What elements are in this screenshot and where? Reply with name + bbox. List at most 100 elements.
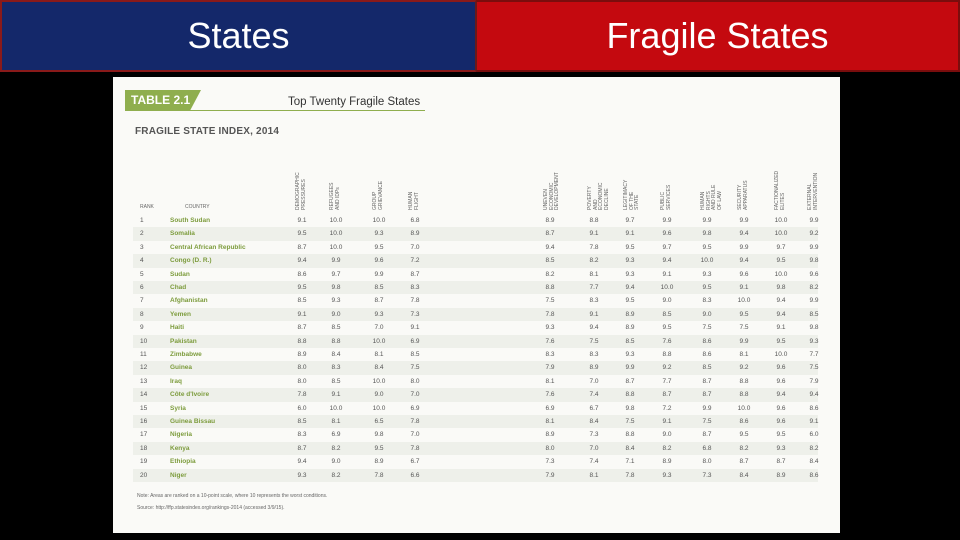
score-cell: 10.0 [329, 230, 343, 238]
rank-cell: 6 [140, 284, 144, 291]
table-note: Note: Areas are ranked on a 10-point sca… [137, 493, 328, 499]
score-cell: 9.9 [374, 270, 384, 278]
score-cell: 10.0 [660, 284, 674, 291]
score-cell: 10.0 [774, 270, 788, 278]
rank-cell: 14 [140, 391, 148, 399]
country-cell: Sudan [170, 270, 190, 278]
table-row: 16 Guinea Bissau 8.5 8.1 6.5 7.8 8.1 8.4 7.5 9.1 7… [133, 415, 819, 429]
table-row: 9 Haiti 8.7 8.5 7.0 9.1 9.3 9.4 8.9 9.5 7.5 7.5 9.1 9… [133, 321, 819, 334]
score-cell: 8.5 [410, 351, 420, 358]
score-cell: 9.4 [297, 458, 307, 466]
score-cell: 7.1 [625, 458, 635, 466]
score-cell: 9.3 [374, 310, 384, 318]
table-row: 17 Nigeria 8.3 6.9 9.8 7.0 8.9 7.3 8.8 9.0 8.7 9.5 9… [133, 428, 819, 441]
score-cell: 7.8 [297, 391, 307, 399]
column-header: REFUGEES AND IDPs [329, 182, 341, 210]
title-divider [125, 110, 425, 111]
score-cell: 9.3 [702, 270, 712, 278]
score-cell: 6.9 [331, 431, 341, 439]
rank-cell: 17 [140, 431, 148, 439]
score-cell: 9.9 [331, 257, 341, 265]
score-cell: 10.0 [372, 404, 386, 412]
header-left-title: States [187, 15, 290, 56]
score-cell: 9.7 [662, 243, 672, 251]
rank-header: RANK [140, 204, 154, 210]
score-cell: 9.6 [776, 377, 786, 385]
score-cell: 8.9 [545, 217, 555, 224]
score-cell: 9.0 [374, 391, 384, 399]
score-cell: 8.4 [589, 418, 599, 425]
rank-cell: 16 [140, 418, 148, 425]
score-cell: 9.1 [410, 324, 420, 332]
country-cell: Zimbabwe [170, 351, 202, 358]
country-cell: Nigeria [170, 431, 193, 439]
score-cell: 8.1 [545, 377, 555, 385]
score-cell: 10.0 [329, 404, 343, 412]
score-cell: 9.8 [776, 284, 786, 291]
score-cell: 8.1 [374, 351, 384, 358]
score-cell: 8.2 [545, 270, 555, 278]
score-cell: 8.4 [739, 471, 749, 479]
column-header: POVERTY AND ECONOMIC DECLINE [587, 182, 610, 211]
score-cell: 7.0 [374, 324, 384, 332]
score-cell: 9.5 [776, 431, 786, 439]
score-cell: 9.5 [374, 444, 384, 452]
score-cell: 8.5 [331, 377, 341, 385]
score-cell: 8.7 [297, 324, 307, 332]
score-cell: 8.7 [374, 297, 384, 305]
score-cell: 7.8 [374, 471, 384, 479]
score-cell: 7.5 [625, 418, 635, 425]
score-cell: 8.2 [809, 284, 819, 291]
score-cell: 9.3 [625, 351, 635, 358]
score-cell: 6.7 [410, 458, 420, 466]
score-cell: 7.3 [702, 471, 712, 479]
score-cell: 9.4 [625, 284, 635, 291]
score-cell: 8.9 [662, 458, 672, 466]
score-cell: 8.3 [331, 364, 341, 372]
score-cell: 8.5 [625, 337, 635, 345]
score-cell: 10.0 [329, 243, 343, 251]
score-cell: 8.9 [625, 310, 635, 318]
score-cell: 8.8 [739, 391, 749, 399]
table-row: 18 Kenya 8.7 8.2 9.5 7.8 8.0 7.0 8.4 8.2 6.8 8.2 9.3… [133, 441, 819, 456]
score-cell: 7.5 [545, 297, 555, 305]
score-cell: 7.6 [662, 337, 672, 345]
table-row: 6 Chad 9.5 9.8 8.5 8.3 8.8 7.7 9.4 10.0 9.5 9.1 9.8 8… [133, 281, 819, 295]
score-cell: 8.1 [589, 270, 599, 278]
country-cell: Kenya [170, 444, 190, 452]
country-cell: Ethiopia [170, 458, 196, 466]
score-cell: 6.9 [545, 404, 555, 412]
rank-cell: 8 [140, 310, 144, 318]
score-cell: 8.6 [739, 418, 749, 425]
country-cell: Congo (D. R.) [170, 257, 212, 265]
table-row: 8 Yemen 9.1 9.0 9.3 7.3 7.8 9.1 8.9 8.5 9.0 9.5 9.4 8… [133, 307, 819, 322]
score-cell: 9.3 [776, 444, 786, 452]
score-cell: 7.6 [545, 391, 555, 399]
score-cell: 9.9 [809, 297, 819, 305]
score-cell: 9.2 [809, 230, 819, 238]
score-cell: 8.9 [374, 458, 384, 466]
score-cell: 8.3 [545, 351, 555, 358]
score-cell: 8.5 [374, 284, 384, 291]
country-cell: Niger [170, 471, 187, 479]
score-cell: 7.5 [410, 364, 420, 372]
header-right-title: Fragile States [606, 15, 829, 56]
score-cell: 9.3 [545, 324, 555, 332]
score-cell: 8.7 [297, 444, 307, 452]
score-cell: 9.4 [776, 310, 786, 318]
score-cell: 9.4 [297, 257, 307, 265]
rank-cell: 12 [140, 364, 148, 372]
rank-cell: 20 [140, 471, 148, 479]
table-row: 10 Pakistan 8.8 8.8 10.0 6.9 7.6 7.5 8.5 7.6 8.6 9.… [133, 334, 819, 348]
score-cell: 9.3 [809, 337, 819, 345]
score-cell: 9.5 [702, 284, 712, 291]
score-cell: 9.9 [739, 337, 749, 345]
score-cell: 8.4 [331, 351, 341, 358]
score-cell: 8.5 [809, 310, 819, 318]
score-cell: 7.4 [589, 458, 599, 466]
country-cell: Syria [170, 404, 186, 412]
score-cell: 8.0 [545, 444, 555, 452]
country-cell: Chad [170, 284, 187, 291]
score-cell: 9.6 [662, 230, 672, 238]
country-cell: Somalia [170, 230, 195, 238]
